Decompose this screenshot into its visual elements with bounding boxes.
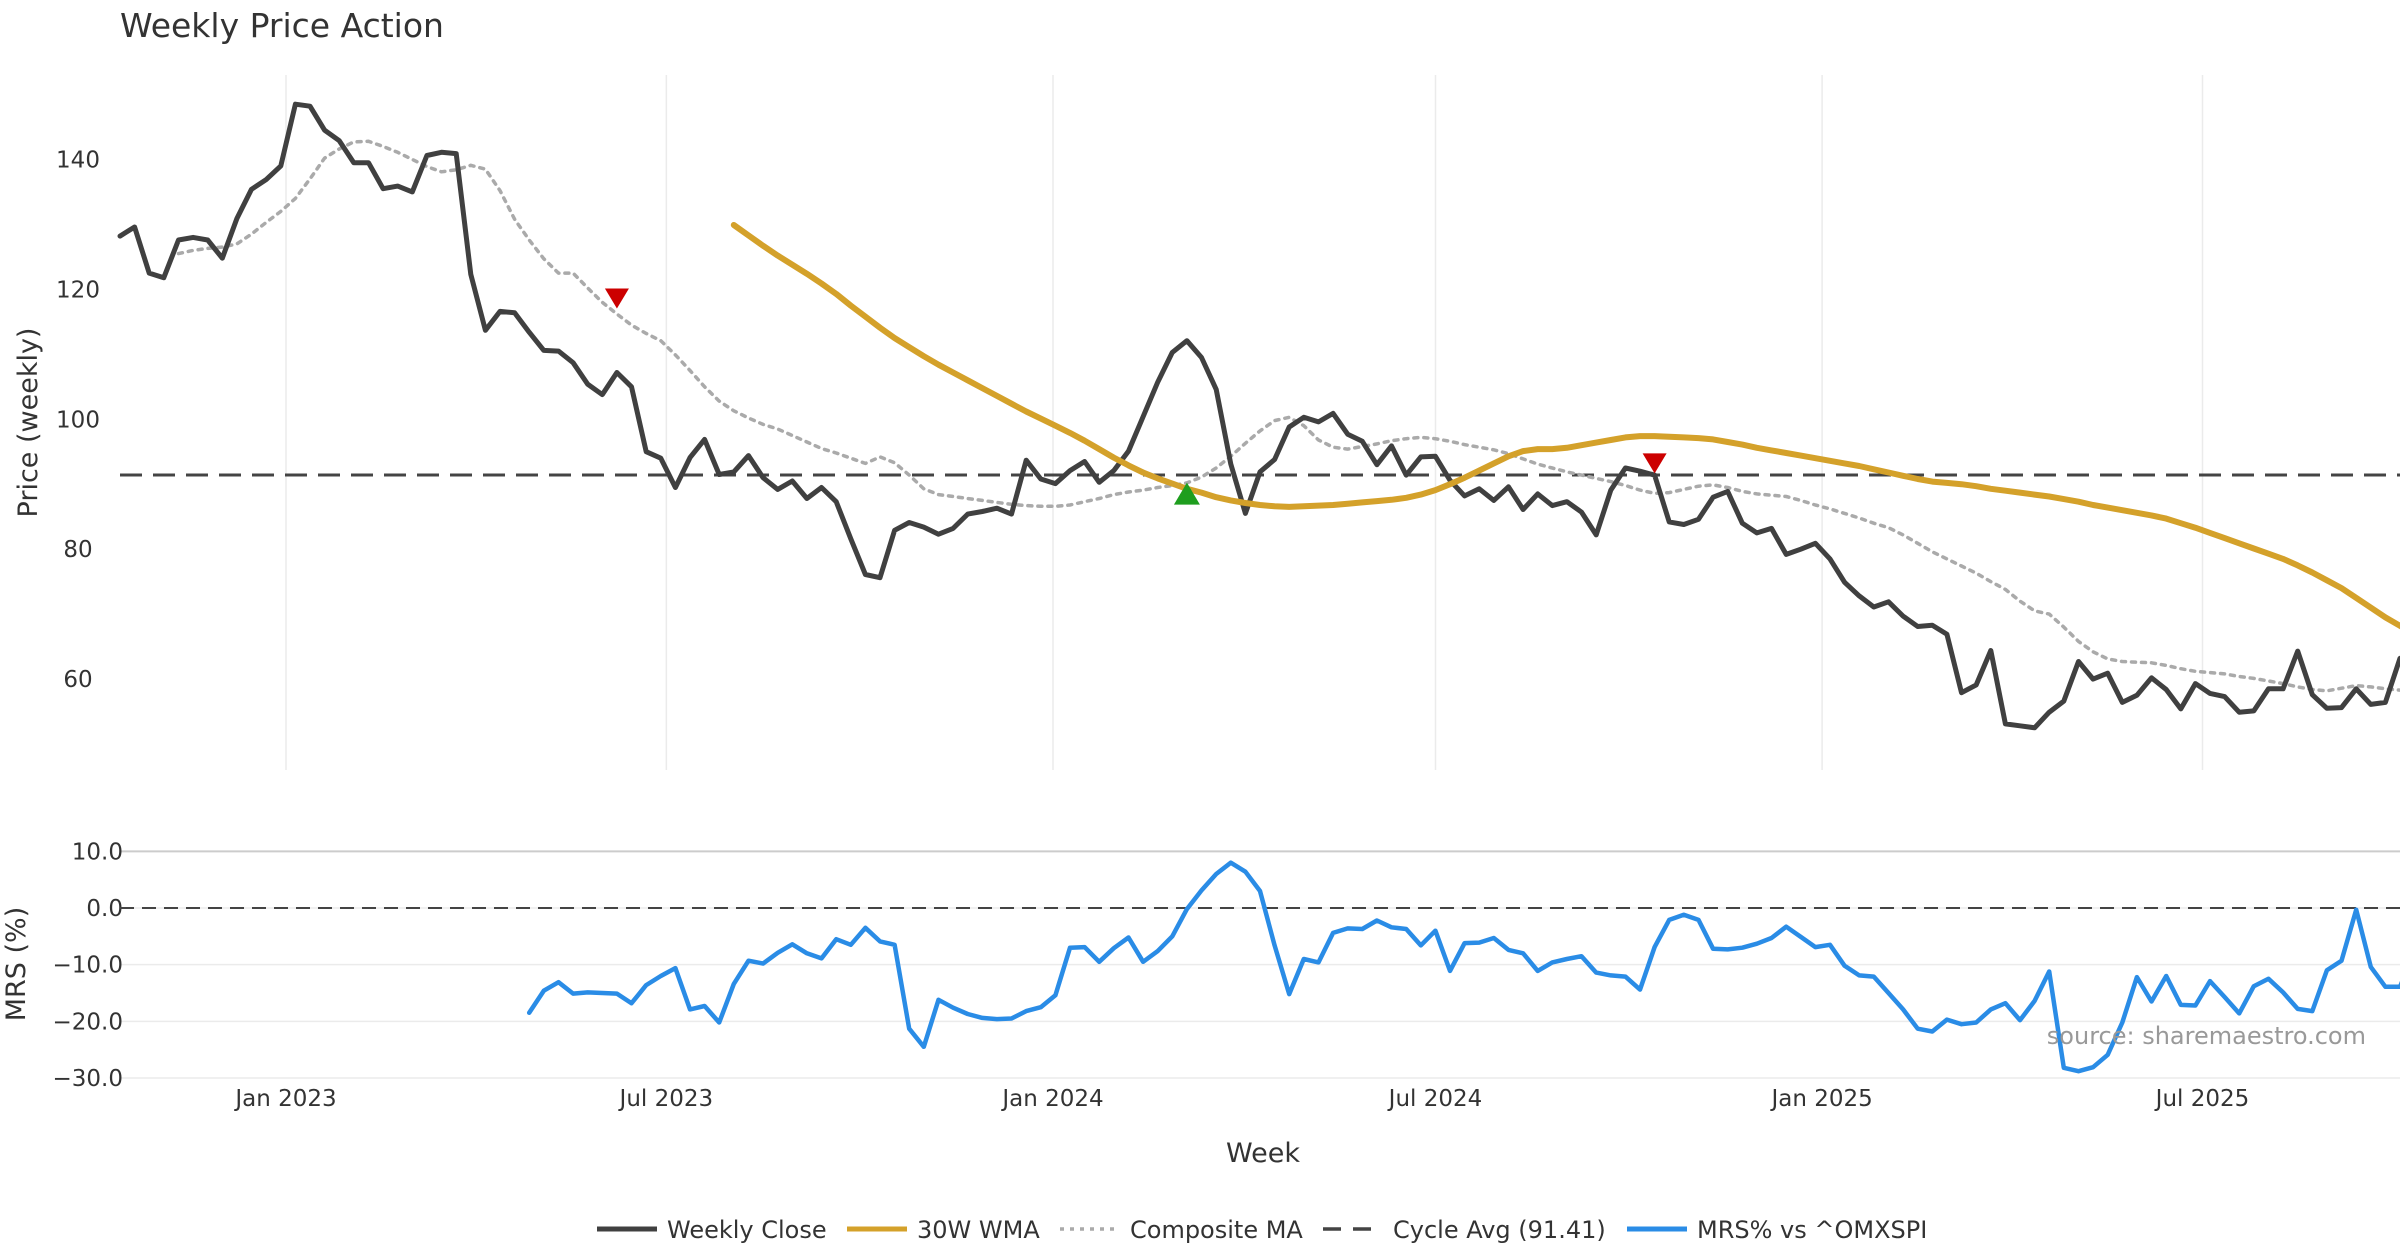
mrs-y-tick-label: −30.0 xyxy=(53,1066,123,1092)
price-y-tick-label: 80 xyxy=(63,537,92,563)
price-y-tick-label: 120 xyxy=(56,277,100,303)
sell-signal-marker xyxy=(1642,453,1667,474)
buy-signal-marker xyxy=(1173,482,1200,505)
mrs-y-axis-label: MRS (%) xyxy=(1,907,32,1022)
price-y-tick-label: 140 xyxy=(56,147,100,173)
legend-label-0: Weekly Close xyxy=(667,1216,827,1244)
price-y-tick-label: 60 xyxy=(63,667,92,693)
sell-signal-marker xyxy=(604,288,629,309)
price-y-axis-label: Price (weekly) xyxy=(13,328,44,518)
mrs-y-tick-label: 0.0 xyxy=(86,896,123,922)
x-tick-label: Jul 2023 xyxy=(618,1086,714,1112)
x-tick-label: Jan 2024 xyxy=(1000,1086,1103,1112)
x-tick-label: Jul 2024 xyxy=(1387,1086,1483,1112)
mrs-y-tick-label: 10.0 xyxy=(72,839,123,865)
legend-label-1: 30W WMA xyxy=(917,1216,1040,1244)
wma-30w-line xyxy=(730,222,2400,630)
mrs-line xyxy=(526,860,2400,1074)
legend-label-2: Composite MA xyxy=(1130,1216,1303,1244)
legend-label-4: MRS% vs ^OMXSPI xyxy=(1697,1216,1927,1244)
x-axis-label: Week xyxy=(1226,1138,1300,1169)
x-tick-label: Jul 2025 xyxy=(2154,1086,2250,1112)
weekly-close-line xyxy=(117,101,2400,731)
chart-title: Weekly Price Action xyxy=(120,6,444,45)
source-note: source: sharemaestro.com xyxy=(2047,1022,2366,1050)
mrs-y-tick-label: −10.0 xyxy=(53,953,123,979)
mrs-y-tick-label: −20.0 xyxy=(53,1009,123,1035)
x-tick-label: Jan 2025 xyxy=(1769,1086,1872,1112)
composite-ma-line xyxy=(176,139,2400,693)
x-tick-label: Jan 2023 xyxy=(233,1086,336,1112)
legend-label-3: Cycle Avg (91.41) xyxy=(1393,1216,1606,1244)
price-y-tick-label: 100 xyxy=(56,407,100,433)
